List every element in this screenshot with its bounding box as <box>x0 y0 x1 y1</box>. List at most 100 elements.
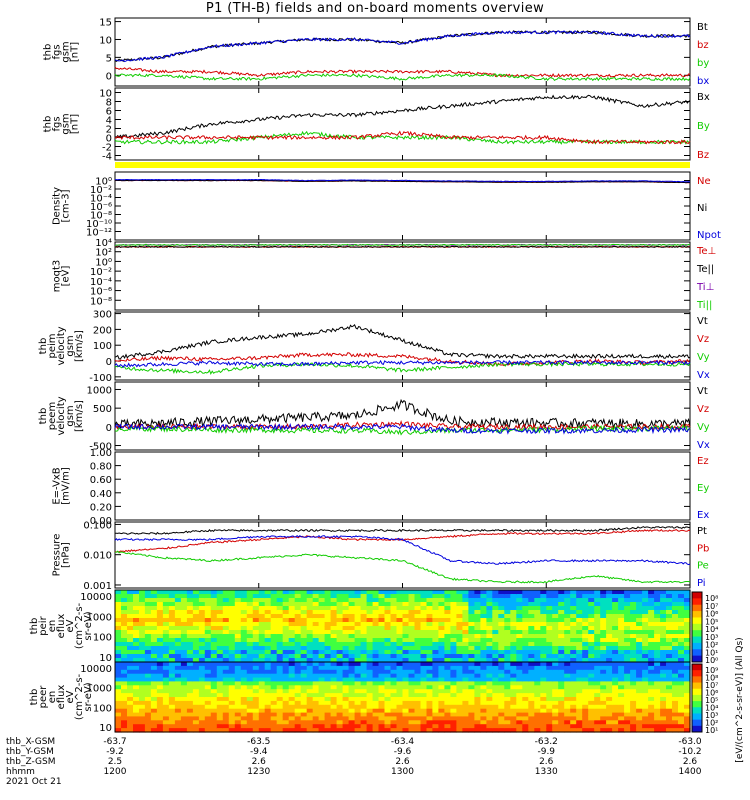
spec-cell <box>390 716 398 721</box>
spec-cell <box>516 638 523 643</box>
spec-cell <box>133 728 140 733</box>
spec-cell <box>121 728 128 733</box>
spec-cell <box>216 716 224 721</box>
spec-cell <box>486 594 493 599</box>
spec-cell <box>426 614 434 619</box>
spec-cell <box>504 716 511 721</box>
legend-density-0: Ne <box>697 176 711 187</box>
spec-cell <box>606 626 613 631</box>
spec-cell <box>600 590 607 595</box>
spec-cell <box>360 610 368 615</box>
spec-cell <box>168 665 176 671</box>
spec-cell <box>252 665 260 671</box>
spec-cell <box>282 708 290 714</box>
spec-cell <box>480 681 487 686</box>
spec-cell <box>198 602 206 607</box>
spec-cell <box>228 720 236 725</box>
spec-cell <box>432 712 439 718</box>
colorbar-label: 10⁶ <box>705 689 718 698</box>
spec-cell <box>156 618 164 623</box>
spec-cell <box>588 708 595 714</box>
spec-cell <box>468 610 475 615</box>
spec-cell <box>258 610 266 615</box>
spec-cell <box>642 654 649 659</box>
spec-cell <box>198 685 206 690</box>
spec-cell <box>127 669 134 675</box>
spec-cell <box>438 638 445 643</box>
spec-cell <box>186 685 194 690</box>
spec-cell <box>276 665 284 671</box>
spec-cell <box>228 650 236 655</box>
xaxis-value: 1300 <box>391 767 414 777</box>
spec-cell <box>198 654 206 659</box>
spec-cell <box>612 716 619 721</box>
spec-cell <box>180 708 188 714</box>
spec-cell <box>486 689 493 694</box>
spec-cell <box>546 712 553 718</box>
spec-cell <box>133 681 140 686</box>
spec-cell <box>378 673 386 679</box>
spec-cell <box>516 622 523 627</box>
spec-cell <box>156 689 164 694</box>
spec-cell <box>612 677 619 683</box>
spec-cell <box>426 642 434 647</box>
spec-cell <box>642 708 649 714</box>
spec-cell <box>318 693 326 698</box>
spec-cell <box>546 720 553 725</box>
spec-cell <box>612 700 619 706</box>
spec-cell <box>408 685 416 690</box>
spec-cell <box>570 685 577 690</box>
spec-cell <box>462 689 469 694</box>
spec-cell <box>300 590 308 595</box>
spec-cell <box>336 677 344 683</box>
spec-cell <box>222 646 230 651</box>
spec-cell <box>558 594 565 599</box>
y-tick-label: 10⁻² <box>90 267 112 278</box>
spec-cell <box>246 606 254 611</box>
colorbar-label: 10⁴ <box>705 625 718 634</box>
spec-cell <box>384 665 392 671</box>
spec-cell <box>186 693 194 698</box>
spec-cell <box>396 665 404 671</box>
spec-cell <box>600 598 607 603</box>
spec-cell <box>444 669 451 675</box>
spec-cell <box>306 650 314 655</box>
spec-cell <box>462 654 469 659</box>
y-tick-label: 2 <box>106 125 112 136</box>
spec-cell <box>342 716 350 721</box>
spec-cell <box>264 677 272 683</box>
spec-cell <box>630 700 637 706</box>
spec-cell <box>150 658 158 663</box>
spec-cell <box>402 602 410 607</box>
spec-cell <box>672 654 679 659</box>
spec-cell <box>576 700 583 706</box>
spec-cell <box>522 618 529 623</box>
spec-cell <box>522 622 529 627</box>
spec-cell <box>420 708 428 714</box>
spec-cell <box>600 673 607 679</box>
spec-cell <box>204 594 212 599</box>
spec-cell <box>552 626 559 631</box>
spec-cell <box>588 697 595 702</box>
spec-cell <box>168 716 176 721</box>
spec-cell <box>450 650 457 655</box>
spec-cell <box>264 642 272 647</box>
spec-cell <box>336 689 344 694</box>
spec-cell <box>612 728 619 733</box>
spec-cell <box>156 590 164 595</box>
spec-cell <box>636 634 643 639</box>
spec-cell <box>654 716 661 721</box>
y-axis-label: gsm <box>65 405 76 426</box>
spec-cell <box>174 724 182 729</box>
spec-cell <box>636 626 643 631</box>
spec-cell <box>564 669 571 675</box>
spec-cell <box>204 590 212 595</box>
spec-cell <box>294 614 302 619</box>
spec-cell <box>306 654 314 659</box>
spec-cell <box>252 614 260 619</box>
spec-cell <box>312 614 320 619</box>
spec-cell <box>354 662 362 667</box>
spec-cell <box>636 646 643 651</box>
spec-cell <box>390 700 398 706</box>
spec-cell <box>594 658 601 663</box>
